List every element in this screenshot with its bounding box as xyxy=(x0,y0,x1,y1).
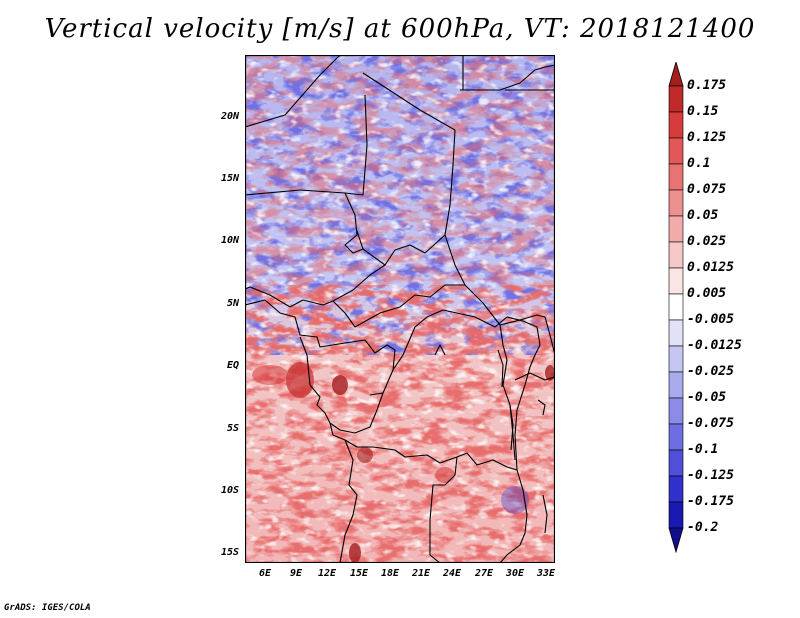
colorbar-swatch xyxy=(668,163,684,191)
lat-label-5n: 5N xyxy=(226,298,239,309)
colorbar-swatch xyxy=(668,345,684,373)
colorbar-tick-label: -0.05 xyxy=(687,390,727,405)
lon-label-12e: 12E xyxy=(317,568,337,579)
colorbar-swatch xyxy=(668,189,684,217)
chart-title: Vertical velocity [m/s] at 600hPa, VT: 2… xyxy=(44,14,756,44)
colorbar-tick-label: -0.1 xyxy=(687,442,719,457)
lat-label-10s: 10S xyxy=(220,485,239,496)
colorbar-tick-label: 0.05 xyxy=(687,208,719,223)
colorbar-swatch xyxy=(668,267,684,295)
lon-label-24e: 24E xyxy=(442,568,462,579)
colorbar-swatch xyxy=(668,111,684,139)
strong-convection-spots xyxy=(252,362,555,563)
lat-label-20n: 20N xyxy=(220,111,239,122)
lat-label-5s: 5S xyxy=(226,423,239,434)
velocity-field-map xyxy=(245,55,555,563)
lon-label-33e: 33E xyxy=(536,568,556,579)
colorbar-swatch xyxy=(668,293,684,321)
colorbar-tick-label: 0.025 xyxy=(687,234,727,249)
colorbar-swatch xyxy=(668,137,684,165)
lat-label-15s: 15S xyxy=(220,547,239,558)
field-zero-contours xyxy=(245,55,555,563)
lon-label-6e: 6E xyxy=(258,568,272,579)
lon-label-27e: 27E xyxy=(474,568,494,579)
lat-label-10n: 10N xyxy=(220,235,239,246)
lat-label-15n: 15N xyxy=(220,173,239,184)
colorbar-tick-label: 0.075 xyxy=(687,182,727,197)
colorbar-tick-label: 0.125 xyxy=(687,130,727,145)
colorbar-swatch xyxy=(668,475,684,503)
colorbar-tick-label: -0.0125 xyxy=(687,338,742,353)
lon-label-18e: 18E xyxy=(380,568,400,579)
colorbar-tick-label: 0.1 xyxy=(687,156,711,171)
colorbar-swatch xyxy=(668,215,684,243)
colorbar-tick-label: -0.2 xyxy=(687,520,719,535)
lon-label-30e: 30E xyxy=(505,568,525,579)
colorbar-tick-label: -0.005 xyxy=(687,312,734,327)
colorbar-swatch xyxy=(668,319,684,347)
colorbar-swatch xyxy=(668,501,684,529)
colorbar-tick-label: 0.0125 xyxy=(687,260,734,275)
colorbar-top-arrow xyxy=(668,62,684,87)
colorbar-swatch xyxy=(668,397,684,425)
colorbar-swatch xyxy=(668,449,684,477)
colorbar-swatch xyxy=(668,371,684,399)
colorbar-tick-label: 0.175 xyxy=(687,78,727,93)
lat-label-eq: EQ xyxy=(226,360,239,371)
colorbar-tick-label: 0.005 xyxy=(687,286,727,301)
grads-credit: GrADS: IGES/COLA xyxy=(4,603,91,613)
colorbar-bottom-arrow xyxy=(668,527,684,554)
colorbar xyxy=(668,62,684,554)
lon-label-21e: 21E xyxy=(411,568,431,579)
colorbar-tick-label: -0.175 xyxy=(687,494,734,509)
lon-label-9e: 9E xyxy=(289,568,303,579)
map-plot-area xyxy=(245,55,555,563)
colorbar-tick-label: 0.15 xyxy=(687,104,719,119)
country-borders xyxy=(245,55,555,563)
colorbar-tick-label: -0.125 xyxy=(687,468,734,483)
colorbar-swatch xyxy=(668,423,684,451)
colorbar-tick-label: -0.075 xyxy=(687,416,734,431)
map-frame xyxy=(245,55,555,563)
colorbar-swatch xyxy=(668,85,684,113)
lon-label-15e: 15E xyxy=(349,568,369,579)
colorbar-tick-label: -0.025 xyxy=(687,364,734,379)
colorbar-swatch xyxy=(668,241,684,269)
